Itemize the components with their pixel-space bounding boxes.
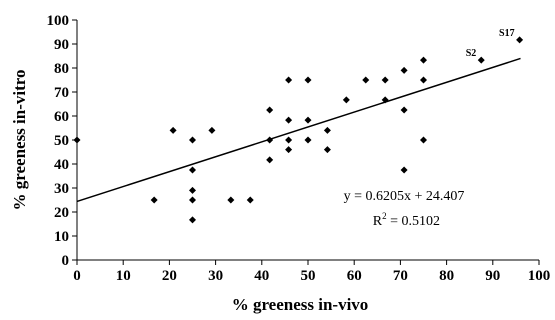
y-axis-ticks: 0 10 20 30 40 50 60 70 80 90 100 bbox=[47, 13, 77, 269]
y-tick-label: 20 bbox=[54, 205, 69, 221]
data-point bbox=[285, 76, 293, 84]
plot-area: 0 10 20 30 40 50 60 70 80 90 100 0 10 20 30 40 50 60 70 80… bbox=[47, 13, 551, 284]
data-point bbox=[266, 106, 274, 114]
x-tick-label: 10 bbox=[116, 268, 131, 284]
data-point bbox=[169, 126, 177, 134]
x-tick-label: 30 bbox=[208, 268, 223, 284]
data-point bbox=[381, 76, 389, 84]
y-tick-label: 80 bbox=[54, 61, 69, 77]
y-tick-label: 10 bbox=[54, 229, 69, 245]
data-point bbox=[189, 196, 196, 204]
data-point bbox=[304, 116, 312, 124]
data-point bbox=[285, 116, 293, 124]
data-point bbox=[150, 196, 158, 204]
x-tick-label: 20 bbox=[162, 268, 177, 284]
data-point bbox=[285, 136, 293, 144]
data-point bbox=[362, 76, 370, 84]
y-tick-label: 50 bbox=[54, 133, 69, 149]
trendline-equation: y = 0.6205x + 24.407 bbox=[344, 189, 465, 204]
y-tick-label: 90 bbox=[54, 37, 69, 53]
x-tick-label: 90 bbox=[485, 268, 500, 284]
x-axis-ticks: 0 10 20 30 40 50 60 70 80 90 100 bbox=[73, 260, 550, 284]
data-point bbox=[189, 186, 196, 194]
y-tick-label: 70 bbox=[54, 85, 69, 101]
data-points bbox=[73, 36, 524, 224]
r-squared-label: R2 = 0.5102 bbox=[373, 211, 440, 229]
data-point bbox=[189, 216, 196, 224]
r-squared-symbol: R bbox=[373, 214, 383, 229]
r-squared-value: = 0.5102 bbox=[387, 214, 440, 229]
data-point bbox=[73, 136, 81, 144]
r-squared-exponent: 2 bbox=[382, 211, 387, 221]
x-axis-title: % greeness in-vivo bbox=[232, 295, 369, 314]
y-tick-label: 100 bbox=[47, 13, 70, 29]
data-point bbox=[227, 196, 235, 204]
data-point bbox=[342, 96, 350, 104]
x-tick-label: 40 bbox=[254, 268, 269, 284]
x-tick-label: 80 bbox=[439, 268, 454, 284]
x-tick-label: 70 bbox=[393, 268, 408, 284]
point-label: S2 bbox=[466, 48, 477, 59]
data-point bbox=[400, 166, 408, 174]
data-point bbox=[304, 76, 312, 84]
data-point bbox=[323, 146, 331, 154]
x-tick-label: 60 bbox=[347, 268, 362, 284]
data-point bbox=[189, 166, 196, 174]
data-point bbox=[420, 56, 427, 64]
trendline bbox=[76, 57, 521, 203]
x-tick-label: 100 bbox=[528, 268, 551, 284]
data-point bbox=[400, 66, 408, 74]
data-point bbox=[323, 126, 331, 134]
y-axis-title: % greeness in-vitro bbox=[10, 69, 29, 210]
data-point bbox=[266, 136, 274, 144]
data-point bbox=[189, 136, 196, 144]
x-tick-label: 50 bbox=[301, 268, 316, 284]
data-point bbox=[400, 106, 408, 114]
y-tick-label: 60 bbox=[54, 109, 69, 125]
data-point bbox=[208, 126, 216, 134]
y-tick-label: 40 bbox=[54, 157, 69, 173]
data-point bbox=[381, 96, 389, 104]
data-point bbox=[420, 136, 427, 144]
data-point bbox=[420, 76, 427, 84]
point-label: S17 bbox=[499, 28, 515, 39]
data-point bbox=[477, 56, 485, 64]
data-point bbox=[304, 136, 312, 144]
data-point bbox=[516, 36, 524, 44]
x-tick-label: 0 bbox=[73, 268, 81, 284]
data-point bbox=[266, 156, 274, 164]
point-labels: S2 S17 bbox=[466, 28, 515, 59]
data-point bbox=[285, 146, 293, 154]
data-point bbox=[246, 196, 254, 204]
y-tick-label: 30 bbox=[54, 181, 69, 197]
y-tick-label: 0 bbox=[62, 253, 70, 269]
